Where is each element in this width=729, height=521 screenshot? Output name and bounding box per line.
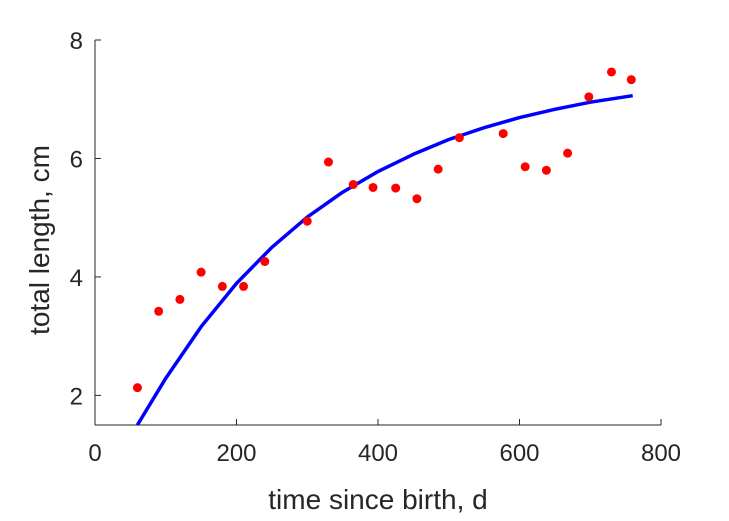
- x-tick-label: 400: [358, 440, 398, 467]
- y-tick-label: 4: [70, 265, 83, 292]
- data-point: [217, 281, 227, 291]
- axes: [94, 40, 661, 426]
- data-point: [626, 75, 636, 85]
- x-tick-label: 200: [216, 440, 256, 467]
- data-point: [154, 306, 164, 316]
- data-point: [498, 129, 508, 139]
- x-tick-label: 0: [88, 440, 101, 467]
- data-point: [391, 183, 401, 193]
- data-point: [132, 383, 142, 393]
- data-point: [348, 180, 358, 190]
- data-point: [196, 267, 206, 277]
- x-axis-label: time since birth, d: [268, 484, 487, 515]
- data-point: [563, 148, 573, 158]
- data-point: [323, 157, 333, 167]
- x-ticks: 0 200 400 600 800: [88, 419, 681, 467]
- data-point: [302, 216, 312, 226]
- data-point: [520, 162, 530, 172]
- points-layer: [132, 67, 636, 393]
- x-tick-label: 800: [641, 440, 681, 467]
- fit-curve: [135, 93, 633, 426]
- data-point: [412, 194, 422, 204]
- y-tick-label: 8: [70, 28, 83, 55]
- fit-layer: [135, 93, 633, 426]
- y-axis-label: total length, cm: [24, 145, 55, 335]
- y-ticks: 2 4 6 8: [70, 28, 101, 410]
- data-point: [606, 67, 616, 77]
- data-point: [368, 182, 378, 192]
- y-tick-label: 2: [70, 383, 83, 410]
- data-point: [454, 133, 464, 143]
- data-point: [433, 164, 443, 174]
- data-point: [584, 92, 594, 102]
- data-point: [541, 165, 551, 175]
- x-tick-label: 600: [499, 440, 539, 467]
- data-point: [175, 294, 185, 304]
- data-point: [260, 257, 270, 267]
- y-tick-label: 6: [70, 146, 83, 173]
- data-point: [239, 281, 249, 291]
